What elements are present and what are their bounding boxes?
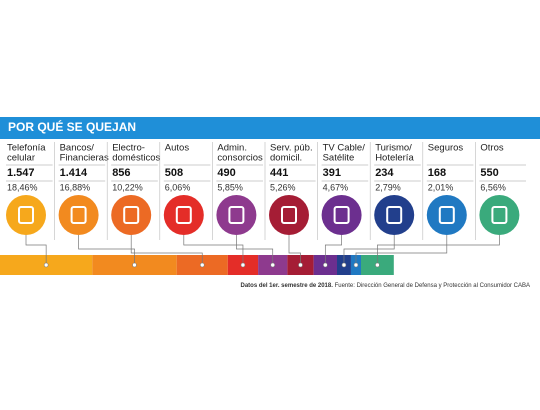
header-bar (0, 117, 540, 139)
connector-dot (323, 262, 328, 268)
connector (25, 235, 47, 265)
connector-dot (270, 262, 276, 268)
share-label: 5,85% (217, 182, 243, 192)
connector-dot (341, 262, 347, 268)
count-label: 508 (165, 167, 183, 179)
count-label: 550 (480, 167, 498, 179)
share-label: 2,79% (375, 182, 401, 192)
connector (130, 235, 203, 265)
category-label: Autos (165, 143, 190, 154)
category-icon (216, 195, 257, 235)
connector (183, 235, 244, 265)
category-label: Admin. (217, 143, 247, 154)
share-label: 2,01% (428, 182, 454, 192)
icon-glyph (18, 206, 34, 224)
source: Datos del 1er. semestre de 2018. Fuente:… (241, 283, 531, 289)
category-label: Serv. púb. (270, 143, 313, 154)
category-label: domésticos (112, 153, 160, 164)
category-icon (374, 195, 415, 235)
icon-glyph (123, 206, 140, 224)
category-icon (163, 195, 204, 235)
share-label: 6,06% (165, 182, 191, 192)
category-label: Seguros (428, 143, 464, 154)
connector-dot (353, 262, 359, 268)
connector (236, 235, 274, 265)
share-label: 10,22% (112, 182, 143, 192)
connector (78, 235, 135, 265)
count-label: 441 (270, 167, 288, 179)
icon-glyph (491, 206, 508, 224)
category-label: celular (7, 153, 35, 164)
category-icon (269, 195, 309, 235)
connector (324, 235, 342, 265)
category-label: Satélite (323, 153, 355, 164)
connector-dot (240, 262, 246, 268)
count-label: 490 (217, 167, 235, 179)
connector (288, 235, 301, 265)
source-bold: Datos del 1er. semestre de 2018. (241, 283, 334, 289)
share-label: 5,26% (270, 182, 296, 192)
icon-glyph (438, 206, 455, 224)
category-label: domicil. (270, 153, 302, 164)
count-label: 234 (375, 167, 394, 179)
icon-glyph (175, 206, 192, 224)
share-label: 4,67% (323, 182, 349, 192)
category-label: Bancos/ (60, 143, 95, 154)
category-icon (479, 195, 520, 235)
category-label: Turismo/ (375, 143, 412, 154)
connector-dot (43, 262, 49, 268)
category-label: consorcios (217, 153, 263, 164)
connector-dot (132, 262, 137, 268)
icon-glyph (281, 206, 297, 224)
category-label: Hotelería (375, 153, 414, 164)
share-label: 16,88% (60, 182, 91, 192)
icon-glyph (228, 206, 245, 224)
count-label: 391 (323, 167, 341, 179)
connector (377, 235, 500, 265)
category-icon (6, 195, 46, 235)
category-label: Otros (480, 143, 503, 154)
category-label: Telefonía (7, 143, 46, 154)
connector (355, 235, 448, 265)
share-label: 18,46% (7, 182, 38, 192)
category-label: TV Cable/ (323, 143, 366, 154)
source-text: Fuente: Dirección General de Defensa y P… (335, 283, 530, 289)
category-icon (58, 195, 99, 235)
count-label: 168 (428, 167, 446, 179)
icon-glyph (386, 206, 403, 224)
connector-dot (298, 262, 303, 268)
icon-glyph (333, 206, 350, 224)
chart-title: POR QUÉ SE QUEJAN (8, 119, 136, 134)
category-icon (321, 195, 362, 235)
category-label: Electro- (112, 143, 145, 154)
share-label: 6,56% (480, 182, 506, 192)
category-icon (426, 195, 467, 235)
icon-glyph (70, 206, 87, 224)
connector-dot (375, 262, 380, 268)
category-icon (111, 195, 152, 235)
connector (343, 235, 395, 265)
count-label: 1.547 (7, 167, 35, 179)
connector-dot (199, 262, 205, 268)
count-label: 1.414 (60, 167, 88, 179)
category-label: Financieras (60, 153, 109, 164)
count-label: 856 (112, 167, 130, 179)
